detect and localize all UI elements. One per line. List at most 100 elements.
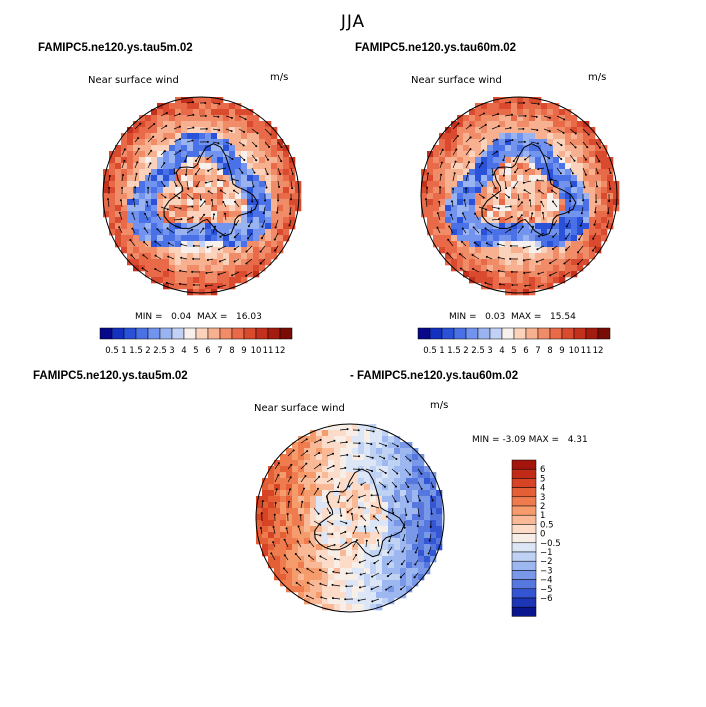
coastline-path <box>314 468 405 558</box>
wind-vector <box>347 494 354 501</box>
field-cell <box>157 265 164 272</box>
field-cell <box>571 139 578 146</box>
field-cell <box>388 472 395 479</box>
field-cell <box>457 127 464 134</box>
panel2-coastline <box>481 143 577 237</box>
field-cell <box>535 157 542 164</box>
field-cell <box>469 259 476 266</box>
wind-vector-head <box>495 138 498 141</box>
field-cell <box>157 133 164 140</box>
field-cell <box>499 133 506 140</box>
field-cell <box>322 508 329 515</box>
field-cell <box>169 175 176 182</box>
field-cell <box>394 544 401 551</box>
wind-vector <box>569 154 575 161</box>
field-cell <box>181 157 188 164</box>
field-cell <box>400 502 407 509</box>
panel3-case-title-a: FAMIPC5.ne120.ys.tau5m.02 <box>33 370 188 382</box>
field-cell <box>529 127 536 134</box>
field-cell <box>346 460 353 467</box>
field-cell <box>382 502 389 509</box>
field-cell <box>427 157 434 164</box>
field-cell <box>271 253 278 260</box>
field-cell <box>394 556 401 563</box>
field-cell <box>487 169 494 176</box>
field-cell <box>451 175 458 182</box>
field-cell <box>133 175 140 182</box>
field-cell <box>364 532 371 539</box>
field-cell <box>211 247 218 254</box>
field-cell <box>211 109 218 116</box>
field-cell <box>259 229 266 236</box>
field-cell <box>163 109 170 116</box>
wind-vector-head <box>119 199 122 202</box>
field-cell <box>382 520 389 527</box>
field-cell <box>376 514 383 521</box>
field-cell <box>535 199 542 206</box>
field-cell <box>529 205 536 212</box>
field-cell <box>247 205 254 212</box>
field-cell <box>541 211 548 218</box>
panel3-colorbar-swatch <box>511 533 537 544</box>
field-cell <box>310 562 317 569</box>
wind-vector-head <box>482 137 485 140</box>
field-cell <box>511 193 518 200</box>
wind-vector-head <box>593 223 596 226</box>
field-cell <box>433 163 440 170</box>
field-cell <box>334 478 341 485</box>
field-cell <box>217 127 224 134</box>
field-cell <box>541 163 548 170</box>
field-cell <box>481 145 488 152</box>
field-cell <box>253 169 260 176</box>
field-cell <box>316 562 323 569</box>
field-cell <box>109 199 116 206</box>
field-cell <box>175 121 182 128</box>
wind-vector-head <box>384 472 387 475</box>
wind-vector-head <box>205 127 208 130</box>
field-cell <box>394 472 401 479</box>
panel2-colorbar-swatch <box>573 327 587 340</box>
field-cell <box>394 478 401 485</box>
wind-vector <box>491 125 500 130</box>
field-cell <box>535 241 542 248</box>
wind-vector-head <box>251 200 254 203</box>
field-cell <box>157 145 164 152</box>
field-cell <box>424 562 431 569</box>
field-cell <box>139 133 146 140</box>
field-cell <box>565 139 572 146</box>
field-cell <box>424 502 431 509</box>
field-cell <box>427 199 434 206</box>
field-cell <box>553 187 560 194</box>
field-cell <box>493 181 500 188</box>
field-cell <box>421 187 428 194</box>
field-cell <box>370 502 377 509</box>
field-cell <box>523 199 530 206</box>
wind-vector <box>167 269 175 273</box>
wind-vector <box>556 115 565 120</box>
field-cell <box>286 544 293 551</box>
wind-vector <box>300 488 305 496</box>
field-cell <box>559 145 566 152</box>
wind-vector-head <box>319 555 322 558</box>
field-cell <box>157 175 164 182</box>
field-cell <box>292 526 299 533</box>
field-cell <box>529 145 536 152</box>
field-cell <box>280 490 287 497</box>
field-cell <box>523 121 530 128</box>
field-cell <box>271 139 278 146</box>
field-cell <box>292 568 299 575</box>
field-cell <box>412 556 419 563</box>
field-cell <box>529 271 536 278</box>
field-cell <box>139 205 146 212</box>
field-cell <box>571 229 578 236</box>
field-cell <box>559 127 566 134</box>
field-cell <box>334 586 341 593</box>
field-cell <box>346 514 353 521</box>
panel2-map-border <box>420 96 618 294</box>
field-cell <box>565 247 572 254</box>
field-cell <box>418 544 425 551</box>
field-cell <box>127 235 134 242</box>
wind-vector-head <box>522 246 525 249</box>
panel1-colorbar-swatch <box>159 327 173 340</box>
field-cell <box>259 247 266 254</box>
